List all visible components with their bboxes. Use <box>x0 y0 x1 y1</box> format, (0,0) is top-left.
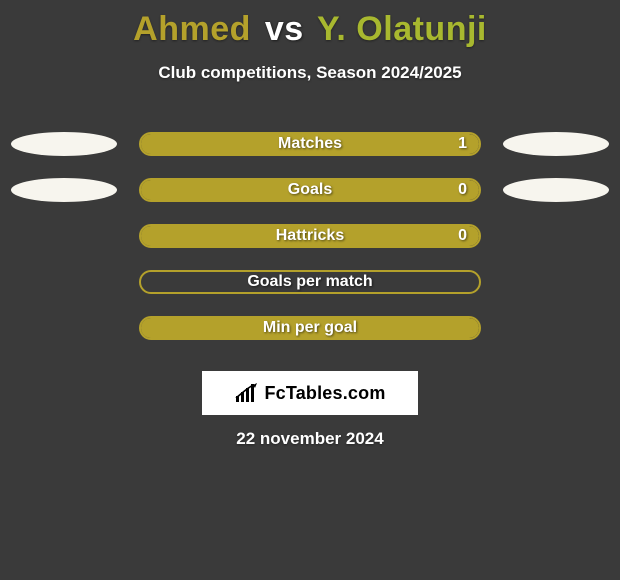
stat-bar: Goals 0 <box>139 178 481 202</box>
stat-label: Min per goal <box>263 319 357 337</box>
stat-bar: Hattricks 0 <box>139 224 481 248</box>
stat-bar: Matches 1 <box>139 132 481 156</box>
player1-ellipse-icon <box>11 178 117 202</box>
comparison-card: Ahmed vs Y. Olatunji Club competitions, … <box>0 0 620 580</box>
brand-chart-icon <box>234 382 258 404</box>
stat-label: Hattricks <box>276 227 344 245</box>
player1-name: Ahmed <box>133 10 251 48</box>
brand-badge: FcTables.com <box>202 371 418 415</box>
vs-separator: vs <box>261 10 308 48</box>
stat-row: Goals 0 <box>0 167 620 213</box>
stat-row: Matches 1 <box>0 121 620 167</box>
stat-row: Min per goal <box>0 305 620 351</box>
stat-row: Goals per match <box>0 259 620 305</box>
stat-label: Goals per match <box>247 273 372 291</box>
stat-value: 1 <box>458 135 467 153</box>
stat-label: Matches <box>278 135 342 153</box>
subtitle: Club competitions, Season 2024/2025 <box>0 63 620 83</box>
stat-value: 0 <box>458 227 467 245</box>
stat-value: 0 <box>458 181 467 199</box>
stat-row: Hattricks 0 <box>0 213 620 259</box>
stat-bar: Min per goal <box>139 316 481 340</box>
stat-label: Goals <box>288 181 332 199</box>
stat-bar: Goals per match <box>139 270 481 294</box>
brand-text: FcTables.com <box>264 383 385 404</box>
stat-rows: Matches 1 Goals 0 Hattricks 0 Goals per match M… <box>0 121 620 351</box>
player2-name: Y. Olatunji <box>317 10 487 48</box>
player1-ellipse-icon <box>11 132 117 156</box>
page-title: Ahmed vs Y. Olatunji <box>0 10 620 49</box>
player2-ellipse-icon <box>503 178 609 202</box>
date-label: 22 november 2024 <box>0 429 620 449</box>
player2-ellipse-icon <box>503 132 609 156</box>
